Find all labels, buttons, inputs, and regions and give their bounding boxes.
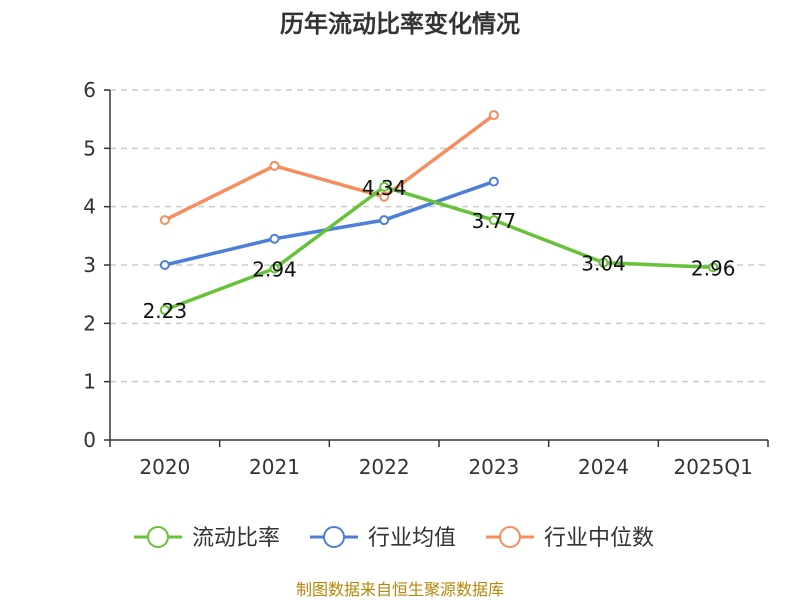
series-2 [159, 176, 499, 270]
x-tick-label: 2024 [578, 455, 629, 479]
legend-item-1[interactable]: 流动比率 [134, 526, 280, 551]
data-point[interactable] [379, 215, 390, 226]
series-line [164, 113, 495, 222]
data-point[interactable] [379, 181, 390, 192]
data-point[interactable] [159, 260, 170, 270]
data-label: 2.94 [252, 258, 297, 282]
series-3 [159, 110, 499, 226]
y-tick-label: 4 [83, 195, 96, 219]
series-1 [159, 181, 719, 315]
source-note: 制图数据来自恒生聚源数据库 [296, 580, 504, 599]
data-point[interactable] [159, 215, 170, 226]
x-tick-label: 2023 [468, 455, 519, 479]
legend-item-3[interactable]: 行业中位数 [486, 526, 654, 551]
data-point[interactable] [488, 176, 499, 187]
grid [110, 89, 768, 383]
data-label: 2.23 [143, 299, 188, 323]
y-tick-label: 5 [83, 136, 96, 160]
legend-marker [499, 526, 521, 548]
axes: 0 1 2 3 4 5 6 2020 2021 2022 2023 2024 2025Q1 [83, 78, 769, 479]
data-point[interactable] [269, 263, 280, 274]
x-tick-label: 2021 [249, 455, 300, 479]
legend[interactable]: 流动比率 行业均值 行业中位数 [134, 526, 654, 551]
x-tick-label: 2022 [359, 455, 410, 479]
series-line [164, 185, 714, 312]
y-tick-label: 0 [83, 428, 96, 452]
x-tick-label: 2025Q1 [673, 455, 752, 479]
data-label: 4.34 [362, 176, 407, 200]
legend-label: 流动比率 [192, 526, 280, 551]
y-tick-label: 3 [83, 253, 96, 277]
data-point[interactable] [598, 257, 609, 268]
y-tick-label: 1 [83, 370, 96, 394]
data-point[interactable] [708, 262, 719, 273]
legend-label: 行业中位数 [544, 526, 654, 551]
y-tick-label: 2 [83, 311, 96, 335]
data-point[interactable] [269, 160, 280, 171]
legend-label: 行业均值 [368, 526, 456, 551]
data-point[interactable] [488, 215, 499, 226]
legend-marker [147, 526, 169, 548]
legend-item-2[interactable]: 行业均值 [310, 526, 456, 551]
x-tick-label: 2020 [139, 455, 190, 479]
data-labels: 2.23 2.94 4.34 3.77 3.04 2.96 [143, 176, 736, 323]
legend-marker [323, 526, 345, 548]
data-point[interactable] [159, 304, 170, 315]
y-tick-label: 6 [83, 78, 96, 102]
data-point[interactable] [269, 233, 280, 244]
data-label: 3.04 [581, 252, 626, 276]
series [159, 110, 719, 315]
chart-title: 历年流动比率变化情况 [280, 10, 520, 38]
data-point[interactable] [379, 191, 390, 202]
data-point[interactable] [488, 110, 499, 121]
data-label: 3.77 [472, 209, 517, 233]
data-label: 2.96 [691, 256, 736, 280]
